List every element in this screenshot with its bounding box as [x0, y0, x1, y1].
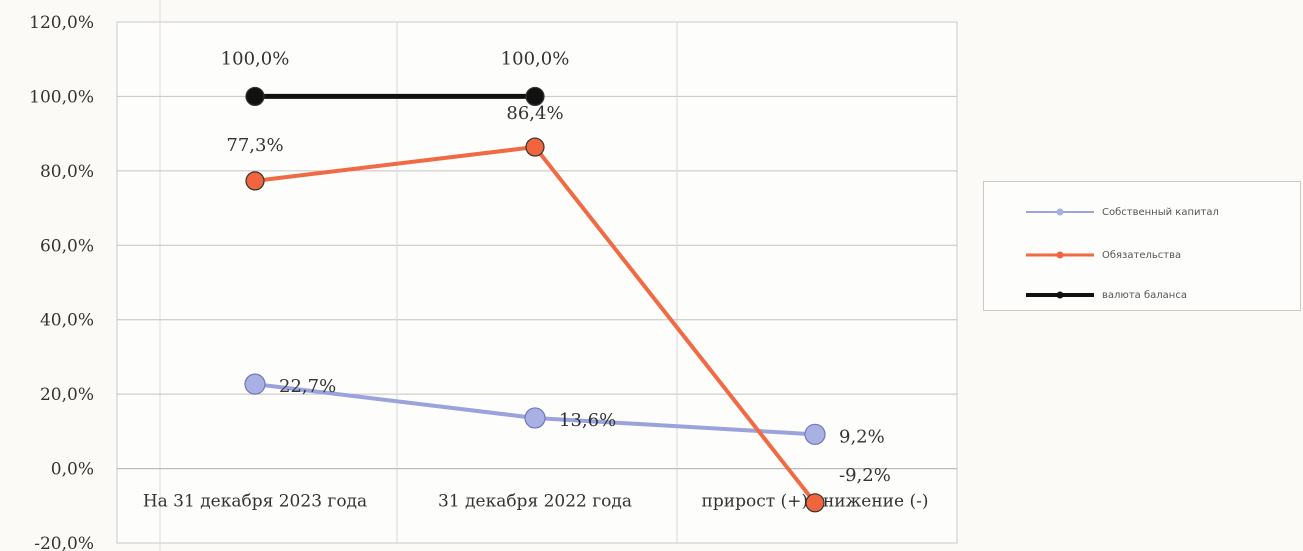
legend-swatch-liabilities	[1026, 245, 1094, 265]
data-label: 13,6%	[559, 410, 616, 431]
legend-label-balance-total: валюта баланса	[1102, 289, 1187, 301]
data-labels: 22,7% 13,6% 9,2% 77,3% 86,4% -9,2% 100,0% 100,0…	[221, 48, 891, 485]
plot-area	[116, 21, 958, 544]
legend: Собственный капитал Обязательства валюта…	[983, 181, 1301, 311]
data-point	[804, 423, 826, 445]
y-tick-label: 0,0%	[51, 460, 94, 480]
legend-marker-equity	[1056, 208, 1064, 216]
data-label: 100,0%	[221, 48, 290, 69]
y-tick-label: 100,0%	[29, 87, 94, 107]
y-tick-label: 60,0%	[40, 236, 94, 256]
data-label: 100,0%	[501, 48, 570, 69]
data-label: 9,2%	[839, 426, 885, 447]
data-point	[525, 86, 545, 107]
legend-item-liabilities: Обязательства	[984, 245, 1181, 265]
data-point	[525, 137, 545, 157]
y-tick-label: -20,0%	[34, 534, 94, 551]
data-point	[245, 86, 265, 107]
legend-marker-balance-total	[1056, 291, 1064, 299]
legend-marker-liabilities	[1056, 251, 1064, 259]
legend-label-liabilities: Обязательства	[1102, 249, 1182, 261]
grid-lines	[117, 22, 957, 543]
data-label: 77,3%	[226, 135, 283, 156]
legend-item-balance-total: валюта баланса	[984, 285, 1187, 305]
x-category-label: 31 декабря 2022 года	[438, 492, 632, 512]
y-axis-tick-labels: -20,0% 0,0% 20,0% 40,0% 60,0% 80,0% 100,0% 120,…	[29, 13, 94, 551]
data-point	[805, 493, 825, 513]
data-label: 22,7%	[279, 376, 336, 397]
data-label: -9,2%	[839, 465, 891, 486]
data-point	[524, 407, 546, 429]
legend-swatch-equity	[1026, 202, 1094, 222]
legend-label-equity: Собственный капитал	[1102, 206, 1219, 218]
y-tick-label: 20,0%	[40, 385, 94, 405]
y-tick-label: 120,0%	[29, 13, 94, 33]
series-markers	[244, 86, 826, 513]
y-tick-label: 80,0%	[40, 162, 94, 182]
y-tick-label: 40,0%	[40, 311, 94, 331]
legend-swatch-balance-total	[1026, 285, 1094, 305]
x-category-label: На 31 декабря 2023 года	[143, 492, 367, 512]
data-point	[245, 171, 265, 191]
legend-item-equity: Собственный капитал	[984, 202, 1219, 222]
data-label: 86,4%	[506, 103, 563, 124]
data-point	[244, 373, 266, 395]
